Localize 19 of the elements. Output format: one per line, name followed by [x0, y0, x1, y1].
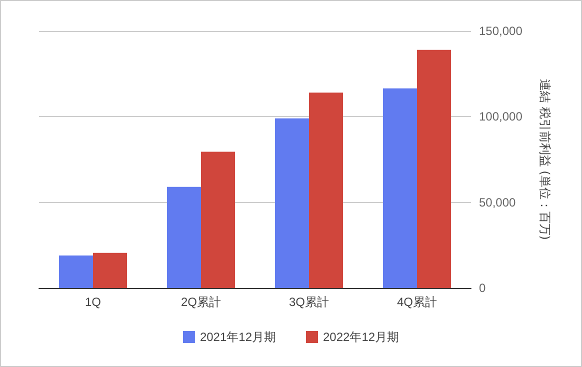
y-tick-label: 50,000: [479, 195, 516, 210]
bar: [417, 50, 451, 288]
y-tick-label: 150,000: [479, 24, 523, 38]
legend-label: 2022年12月期: [323, 330, 400, 344]
y-tick-label: 100,000: [479, 110, 523, 124]
x-tick-label: 2Q累計: [180, 295, 222, 309]
y-axis-title: 連結 税引前利益 (単位：百万): [538, 79, 552, 240]
x-tick-label: 4Q累計: [396, 295, 438, 309]
legend-label: 2021年12月期: [200, 330, 276, 344]
x-tick-label: 1Q: [84, 295, 102, 309]
bar: [201, 152, 235, 288]
bar: [275, 118, 309, 288]
bar: [383, 88, 417, 288]
bar: [167, 186, 201, 288]
x-tick-label: 3Q累計: [288, 295, 330, 309]
bar: [59, 255, 93, 288]
y-tick-label: 0: [479, 281, 486, 295]
bar: [93, 252, 127, 288]
bar: [309, 92, 343, 288]
